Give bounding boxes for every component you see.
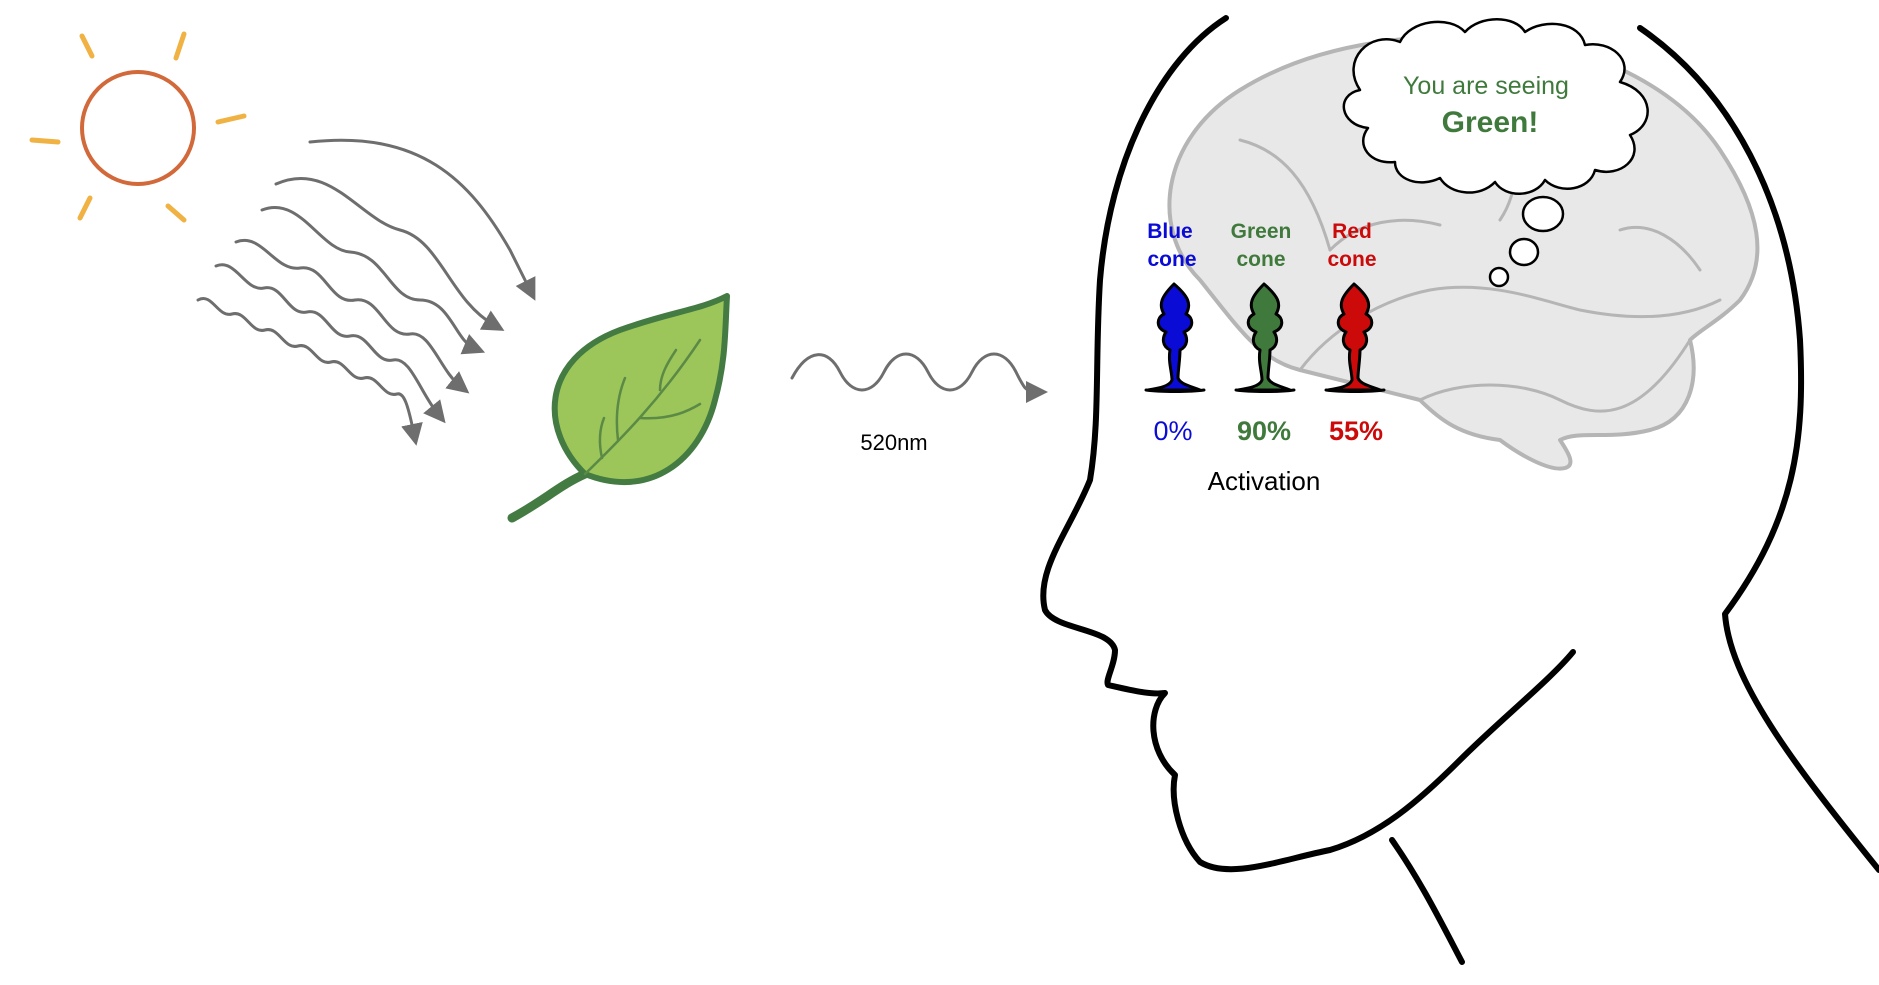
cone-cell-icon [1144, 282, 1206, 393]
cone-cell-icon [1234, 282, 1296, 393]
cone-red: Red cone 55% [1324, 220, 1386, 446]
light-wave-1 [308, 138, 536, 301]
activation-label: Activation [1208, 466, 1321, 496]
thought-dot-small [1488, 266, 1510, 288]
light-wave-5 [214, 263, 446, 424]
thought-bubble: You are seeing Green! [1342, 18, 1649, 288]
cone-green-name-1: Green [1231, 220, 1292, 243]
thought-line-2: Green! [1442, 106, 1539, 139]
cone-blue-name-1: Blue [1147, 220, 1193, 243]
light-wave-2 [274, 176, 505, 331]
leaf-icon [507, 293, 730, 523]
light-wave-6 [196, 297, 423, 446]
wavelength-label: 520nm [860, 430, 927, 455]
cone-blue-name-2: cone [1147, 248, 1196, 271]
light-wave-4 [234, 238, 470, 394]
cone-red-activation: 55% [1329, 416, 1383, 446]
cone-red-name-2: cone [1327, 248, 1376, 271]
light-wave-3 [260, 206, 486, 355]
thought-dot-medium [1508, 237, 1540, 267]
thought-dot-large [1521, 195, 1565, 233]
reflected-light-wave [790, 352, 1048, 403]
cone-blue: Blue cone 0% [1144, 220, 1206, 446]
cone-red-name-1: Red [1332, 220, 1372, 243]
sun-icon [29, 31, 247, 223]
cone-cell-icon [1324, 282, 1386, 393]
thought-line-1: You are seeing [1403, 72, 1569, 100]
incoming-light-waves [196, 138, 536, 446]
cone-green-name-2: cone [1236, 248, 1285, 271]
cone-green-activation: 90% [1237, 416, 1291, 446]
cone-blue-activation: 0% [1153, 416, 1192, 446]
cone-green: Green cone 90% [1231, 220, 1296, 446]
head-outline [1040, 15, 1879, 965]
